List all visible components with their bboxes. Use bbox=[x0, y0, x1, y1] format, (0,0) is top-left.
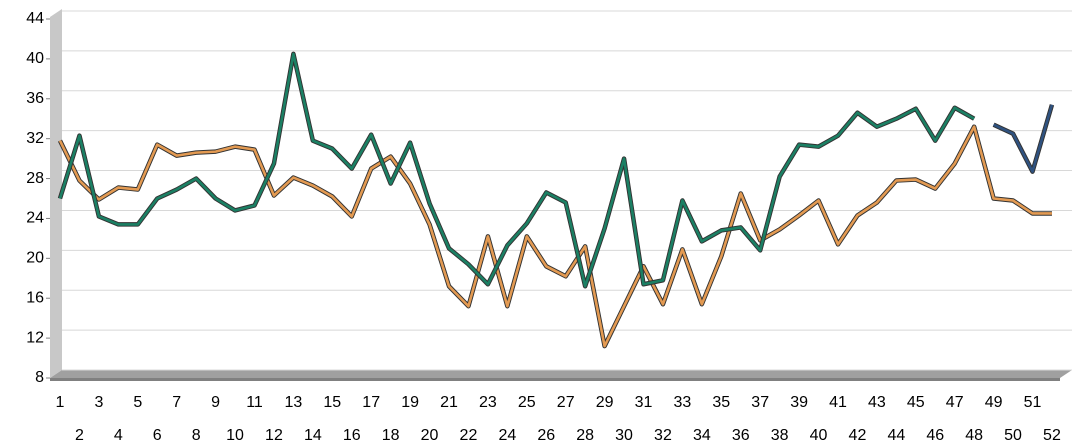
x-tick-label: 52 bbox=[1043, 427, 1061, 444]
x-tick-label: 14 bbox=[304, 427, 322, 444]
x-tick-label: 51 bbox=[1024, 394, 1042, 411]
series-line bbox=[993, 104, 1054, 173]
x-tick-label: 31 bbox=[635, 394, 653, 411]
x-tick-label: 48 bbox=[965, 427, 983, 444]
x-tick-label: 17 bbox=[362, 394, 380, 411]
x-tick-label: 46 bbox=[926, 427, 944, 444]
y-tick-label: 12 bbox=[26, 329, 44, 346]
side-wall bbox=[50, 9, 62, 378]
x-tick-label: 47 bbox=[946, 394, 964, 411]
x-tick-label: 3 bbox=[94, 394, 103, 411]
x-tick-label: 24 bbox=[498, 427, 516, 444]
x-tick-label: 41 bbox=[829, 394, 847, 411]
x-tick-label: 28 bbox=[576, 427, 594, 444]
x-tick-label: 49 bbox=[985, 394, 1003, 411]
x-tick-label: 21 bbox=[440, 394, 458, 411]
x-tick-label: 30 bbox=[615, 427, 633, 444]
x-tick-label: 15 bbox=[323, 394, 341, 411]
x-tick-label: 29 bbox=[596, 394, 614, 411]
x-tick-label: 34 bbox=[693, 427, 711, 444]
x-tick-label: 38 bbox=[771, 427, 789, 444]
x-tick-label: 2 bbox=[75, 427, 84, 444]
x-tick-label: 40 bbox=[810, 427, 828, 444]
y-tick-label: 16 bbox=[26, 289, 44, 306]
series-line bbox=[58, 125, 1052, 348]
y-tick-label: 28 bbox=[26, 170, 44, 187]
x-tick-label: 39 bbox=[790, 394, 808, 411]
x-tick-label: 7 bbox=[172, 394, 181, 411]
x-tick-label: 8 bbox=[192, 427, 201, 444]
x-tick-label: 43 bbox=[868, 394, 886, 411]
x-tick-label: 42 bbox=[849, 427, 867, 444]
x-tick-label: 27 bbox=[557, 394, 575, 411]
y-tick-label: 32 bbox=[26, 130, 44, 147]
y-tick-label: 36 bbox=[26, 90, 44, 107]
x-tick-label: 32 bbox=[654, 427, 672, 444]
x-tick-label: 20 bbox=[421, 427, 439, 444]
x-tick-label: 12 bbox=[265, 427, 283, 444]
x-tick-label: 13 bbox=[285, 394, 303, 411]
x-tick-label: 26 bbox=[537, 427, 555, 444]
x-tick-label: 16 bbox=[343, 427, 361, 444]
x-tick-label: 36 bbox=[732, 427, 750, 444]
x-tick-label: 19 bbox=[401, 394, 419, 411]
y-tick-label: 8 bbox=[35, 369, 44, 386]
y-tick-label: 20 bbox=[26, 250, 44, 267]
y-tick-label: 24 bbox=[26, 210, 44, 227]
y-tick-label: 44 bbox=[26, 10, 44, 27]
floor bbox=[50, 370, 1072, 378]
x-tick-label: 6 bbox=[153, 427, 162, 444]
x-tick-label: 23 bbox=[479, 394, 497, 411]
series-line bbox=[58, 52, 975, 288]
x-tick-label: 18 bbox=[382, 427, 400, 444]
x-tick-label: 22 bbox=[460, 427, 478, 444]
floor-edge bbox=[50, 378, 1060, 381]
x-tick-label: 9 bbox=[211, 394, 220, 411]
x-tick-label: 5 bbox=[133, 394, 142, 411]
x-tick-label: 1 bbox=[56, 394, 65, 411]
x-tick-label: 10 bbox=[226, 427, 244, 444]
x-tick-label: 4 bbox=[114, 427, 123, 444]
y-tick-label: 40 bbox=[26, 50, 44, 67]
x-tick-label: 33 bbox=[674, 394, 692, 411]
series-line-shadow bbox=[57, 124, 1052, 349]
x-tick-label: 25 bbox=[518, 394, 536, 411]
x-tick-label: 50 bbox=[1004, 427, 1022, 444]
x-tick-label: 11 bbox=[246, 394, 263, 411]
x-tick-label: 35 bbox=[712, 394, 730, 411]
x-tick-label: 44 bbox=[887, 427, 905, 444]
x-tick-label: 45 bbox=[907, 394, 925, 411]
x-tick-label: 37 bbox=[751, 394, 769, 411]
